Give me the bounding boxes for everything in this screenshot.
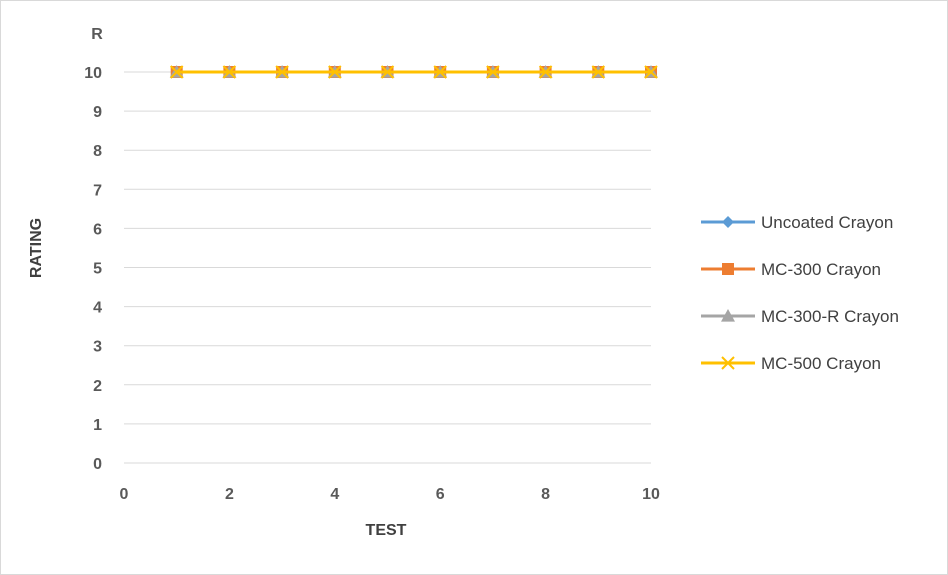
x-tick-label: 8 <box>541 486 550 503</box>
y-tick-label: 9 <box>93 104 102 121</box>
x-tick-label: 0 <box>120 486 129 503</box>
data-point <box>222 65 237 79</box>
y-tick-labels: 0 1 2 3 4 5 6 7 8 9 10 <box>84 65 102 473</box>
y-tick-label: 7 <box>93 182 102 199</box>
x-axis-title: TEST <box>366 522 407 539</box>
data-point <box>486 65 500 79</box>
data-point <box>275 65 289 79</box>
y-tick-label: 3 <box>93 339 102 356</box>
data-point <box>169 65 184 79</box>
legend-entry: MC-300 Crayon <box>701 260 881 279</box>
extra-axis-label: R <box>91 26 103 43</box>
legend-marker <box>722 216 734 228</box>
x-tick-label: 2 <box>225 486 234 503</box>
x-tick-label: 4 <box>330 486 339 503</box>
data-point <box>433 65 447 79</box>
y-tick-label: 1 <box>93 417 102 434</box>
legend-marker <box>722 263 734 275</box>
legend-label: MC-300-R Crayon <box>761 307 899 326</box>
y-tick-label: 6 <box>93 221 102 238</box>
legend-marker <box>721 356 735 370</box>
legend-entry: MC-500 Crayon <box>701 354 881 373</box>
y-tick-label: 4 <box>93 300 102 317</box>
data-point <box>591 65 606 79</box>
y-tick-label: 5 <box>93 261 102 278</box>
data-point <box>380 65 395 79</box>
y-axis-title: RATING <box>28 218 45 278</box>
legend: Uncoated Crayon MC-300 Crayon MC-300-R Cra… <box>701 213 899 373</box>
legend-label: MC-500 Crayon <box>761 354 881 373</box>
legend-entry: MC-300-R Crayon <box>701 307 899 326</box>
series-group <box>169 65 658 79</box>
y-tick-label: 10 <box>84 65 102 82</box>
legend-marker <box>721 309 735 322</box>
y-tick-label: 8 <box>93 143 102 160</box>
x-tick-label: 6 <box>436 486 445 503</box>
x-tick-label: 10 <box>642 486 660 503</box>
y-tick-label: 2 <box>93 378 102 395</box>
legend-entry: Uncoated Crayon <box>701 213 893 232</box>
y-tick-label: 0 <box>93 456 102 473</box>
data-point <box>644 65 658 79</box>
legend-label: Uncoated Crayon <box>761 213 893 232</box>
data-point <box>328 65 342 79</box>
legend-label: MC-300 Crayon <box>761 260 881 279</box>
x-tick-labels: 0 2 4 6 8 10 <box>120 486 660 503</box>
data-point <box>538 65 553 79</box>
gridlines <box>124 71 651 464</box>
